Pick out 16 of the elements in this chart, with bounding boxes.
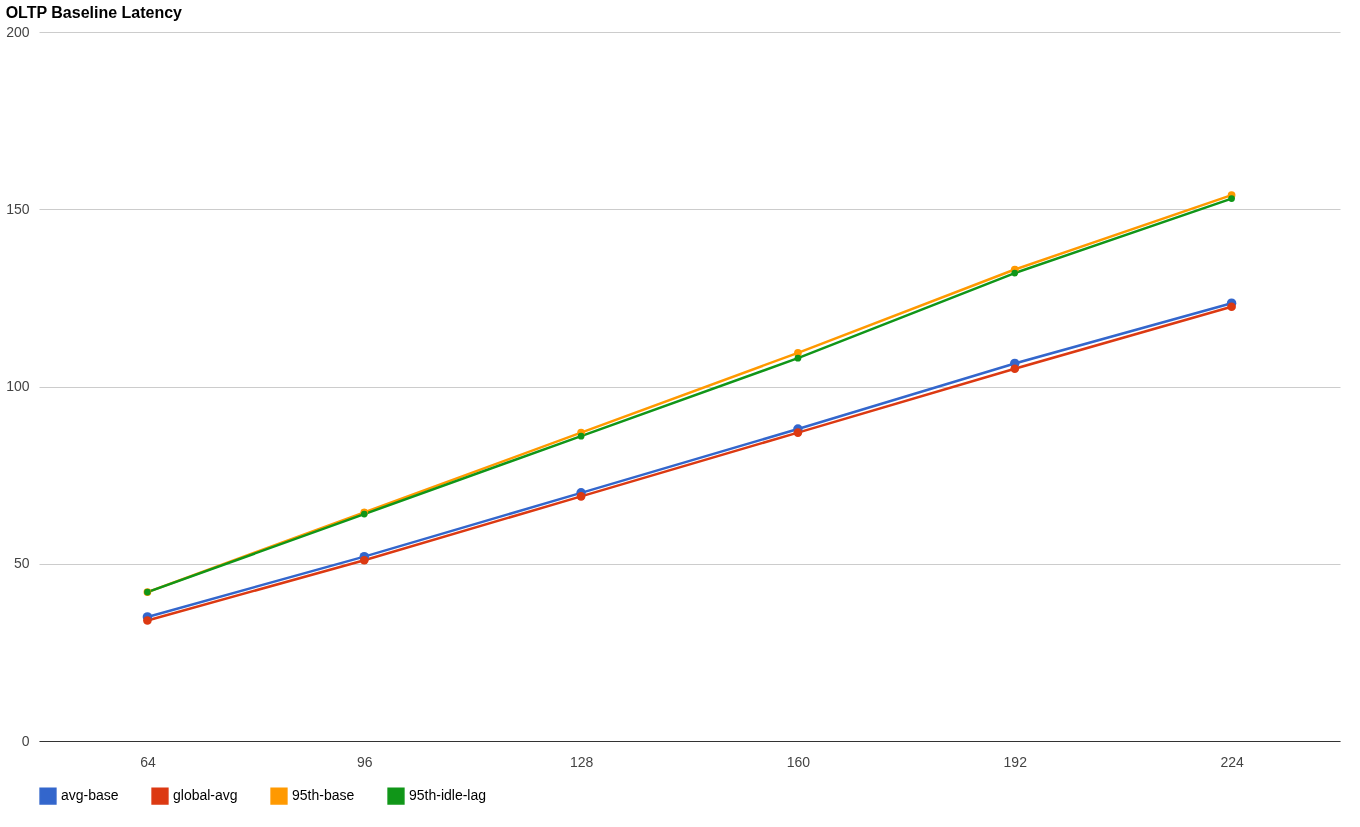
y-tick-label: 50 (13, 555, 30, 572)
x-tick-label: 192 (1003, 753, 1028, 770)
legend-label: avg-base (61, 787, 119, 804)
legend-label: global-avg (173, 787, 238, 804)
x-tick-label: 160 (786, 753, 811, 770)
legend-label: 95th-idle-lag (409, 787, 487, 804)
y-tick-label: 150 (6, 200, 30, 217)
x-tick-label: 96 (356, 753, 373, 770)
x-tick-label: 128 (569, 753, 594, 770)
y-tick-label: 100 (6, 378, 30, 394)
x-tick-label: 224 (1220, 753, 1244, 770)
y-tick-label: 0 (21, 732, 30, 749)
x-tick-label: 64 (140, 753, 156, 770)
y-tick-label: 200 (6, 23, 30, 40)
chart-title: OLTP Baseline Latency (5, 4, 183, 21)
legend-label: 95th-base (292, 787, 355, 804)
